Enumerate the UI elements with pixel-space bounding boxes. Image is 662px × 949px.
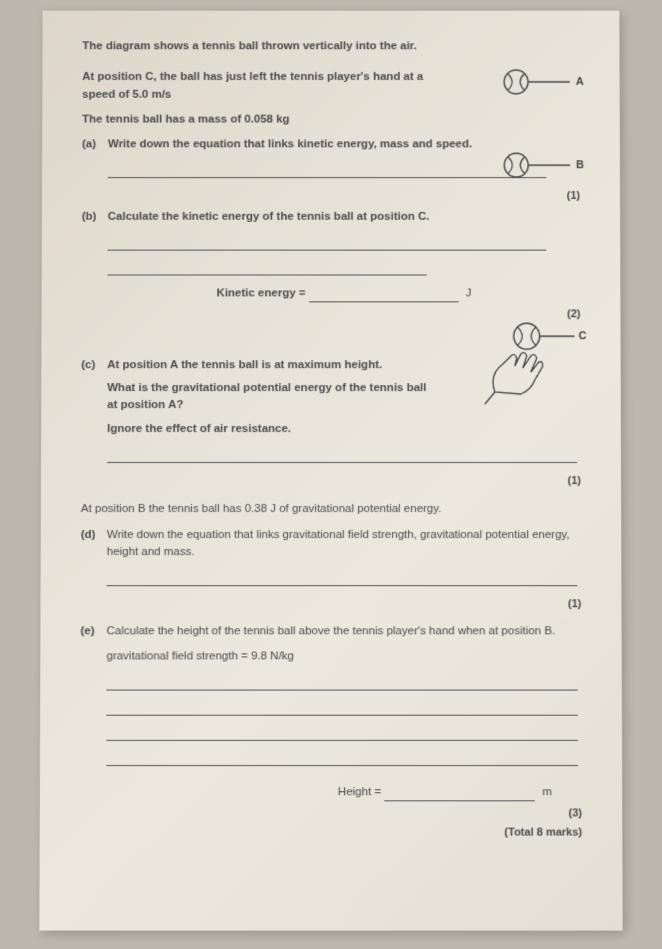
text-c2: What is the gravitational potential ener… (107, 380, 427, 414)
label-d: (d) (81, 527, 107, 613)
text-d: Write down the equation that links gravi… (107, 527, 582, 562)
para-mass: The tennis ball has a mass of 0.058 kg (82, 111, 580, 128)
ans-blank-b[interactable] (309, 290, 459, 303)
ans-label-b: Kinetic energy = (217, 287, 306, 299)
para-position-c: At position C, the ball has just left th… (82, 69, 440, 103)
question-d: (d) Write down the equation that links g… (81, 527, 582, 613)
answer-line-e2[interactable] (106, 701, 577, 716)
label-b: (b) (81, 209, 107, 323)
answer-line-e1[interactable] (106, 676, 577, 691)
answer-line-a[interactable] (108, 163, 546, 178)
total-marks: (Total 8 marks) (106, 824, 582, 841)
text-e: Calculate the height of the tennis ball … (107, 623, 582, 640)
label-e: (e) (80, 623, 107, 841)
text-c3: Ignore the effect of air resistance. (107, 421, 581, 438)
worksheet-page: A B C The diagram shows a tennis ball th… (39, 11, 622, 931)
answer-line-e3[interactable] (106, 726, 578, 741)
mark-c: (1) (107, 473, 581, 490)
answer-line-d[interactable] (107, 571, 578, 586)
intro-text: The diagram shows a tennis ball thrown v… (82, 38, 579, 55)
given-e: gravitational field strength = 9.8 N/kg (106, 648, 581, 665)
answer-line-b2[interactable] (108, 261, 427, 276)
diagram-label-a: A (576, 76, 584, 88)
diagram-ball-a: A (500, 66, 590, 98)
para-position-b: At position B the tennis ball has 0.38 J… (81, 501, 581, 518)
ans-blank-e[interactable] (384, 788, 535, 801)
mark-e: (3) (106, 806, 582, 823)
text-b: Calculate the kinetic energy of the tenn… (108, 209, 581, 226)
label-a: (a) (82, 136, 108, 204)
diagram-hand-c: C (481, 318, 591, 408)
mark-a: (1) (108, 188, 580, 204)
ans-label-e: Height = (338, 786, 381, 798)
question-b: (b) Calculate the kinetic energy of the … (81, 209, 580, 323)
unit-b: J (466, 287, 472, 299)
mark-d: (1) (107, 596, 582, 613)
answer-line-c[interactable] (107, 448, 577, 463)
diagram-label-c: C (579, 330, 587, 342)
diagram-label-b: B (576, 159, 584, 171)
unit-e: m (542, 786, 552, 798)
question-e: (e) Calculate the height of the tennis b… (80, 623, 582, 841)
diagram-ball-b: B (500, 149, 590, 181)
answer-line-e4[interactable] (106, 751, 578, 766)
label-c: (c) (81, 357, 107, 489)
answer-line-b1[interactable] (108, 236, 547, 251)
